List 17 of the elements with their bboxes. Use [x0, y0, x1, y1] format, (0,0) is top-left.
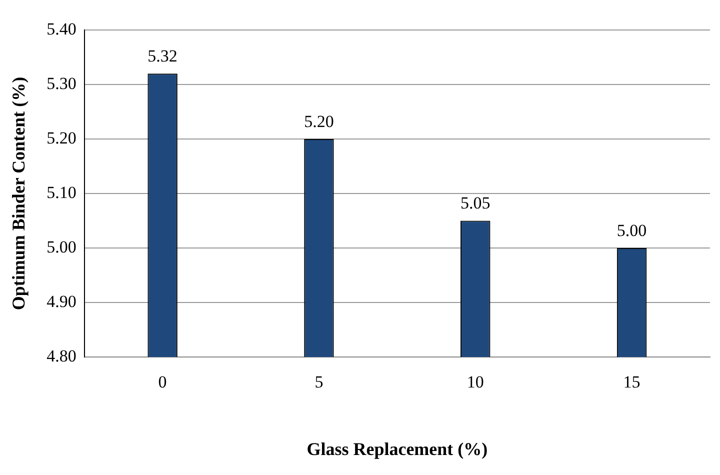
x-tick-label: 5 [314, 372, 324, 392]
y-tick-label: 4.80 [46, 346, 76, 366]
y-tick-label: 5.00 [46, 237, 76, 256]
y-tick-label: 4.90 [46, 292, 76, 311]
data-label: 5.32 [148, 46, 178, 66]
x-tick-label: 15 [623, 372, 640, 392]
y-tick-label: 5.20 [46, 128, 76, 148]
data-label: 5.05 [460, 194, 490, 213]
x-tick-label: 0 [158, 372, 167, 392]
data-label: 5.20 [304, 112, 334, 131]
x-axis-title: Glass Replacement (%) [306, 438, 488, 459]
x-tick-label: 10 [466, 372, 484, 392]
y-tick-label: 5.10 [46, 182, 76, 202]
y-tick-label: 5.30 [46, 74, 76, 93]
y-axis-title: Optimum Binder Content (%) [8, 76, 28, 310]
y-tick-label: 5.40 [46, 19, 76, 38]
data-label: 5.00 [616, 220, 647, 240]
